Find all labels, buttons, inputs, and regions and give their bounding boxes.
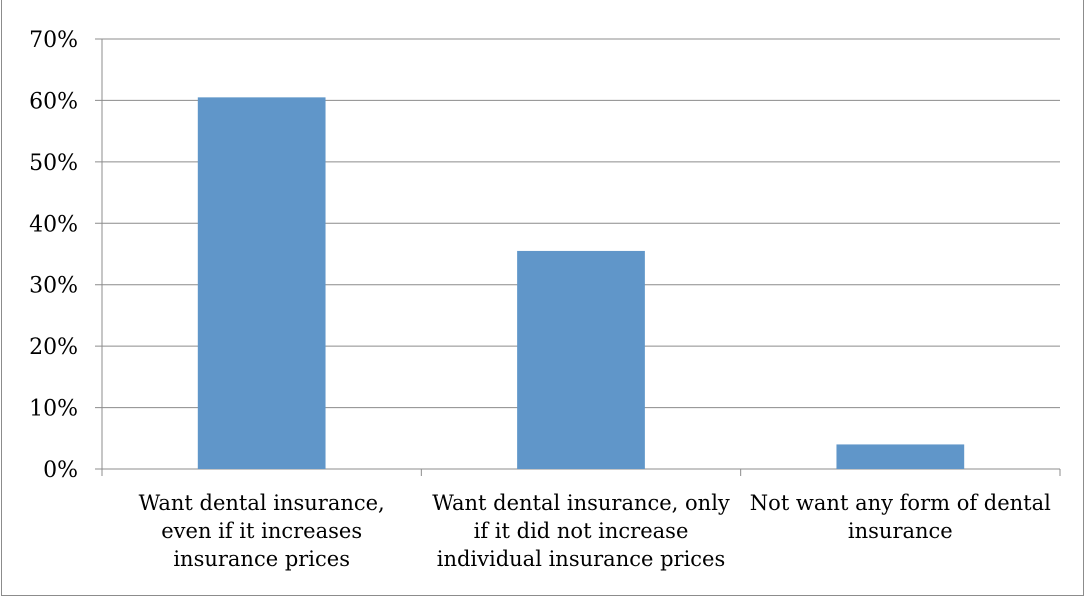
y-tick-label: 50% (29, 151, 78, 176)
x-category-label-line: insurance prices (173, 547, 350, 571)
y-tick-label: 60% (29, 89, 78, 114)
y-tick-label: 20% (29, 335, 78, 360)
x-category-label-line: if it did not increase (474, 519, 689, 543)
x-category-label-line: Want dental insurance, (139, 491, 385, 515)
y-tick-label: 30% (29, 274, 78, 299)
bars (197, 97, 965, 469)
y-tick-label: 40% (29, 212, 78, 237)
x-category-label-line: Not want any form of dental (750, 491, 1051, 515)
y-tick-label: 0% (43, 458, 78, 483)
y-tick-label: 70% (29, 28, 78, 53)
bar (517, 250, 645, 469)
y-tick-label: 10% (29, 397, 78, 422)
x-category-label: Want dental insurance, only if it did not… (432, 491, 730, 571)
bar (836, 444, 965, 469)
x-category-label-line: insurance (848, 519, 953, 543)
x-category-label-line: even if it increases (161, 519, 362, 543)
axes (101, 39, 1061, 476)
x-category-labels: Want dental insurance, even if it increas… (139, 491, 1052, 571)
x-category-label-line: individual insurance prices (437, 547, 726, 571)
x-category-label: Want dental insurance, even if it increas… (139, 491, 385, 571)
bar (197, 97, 326, 469)
x-category-label-line: Want dental insurance, only (432, 491, 730, 515)
y-tick-labels: 0% 10% 20% 30% 40% 50% 60% 70% (29, 28, 78, 483)
x-category-label: Not want any form of dental insurance (750, 491, 1051, 543)
